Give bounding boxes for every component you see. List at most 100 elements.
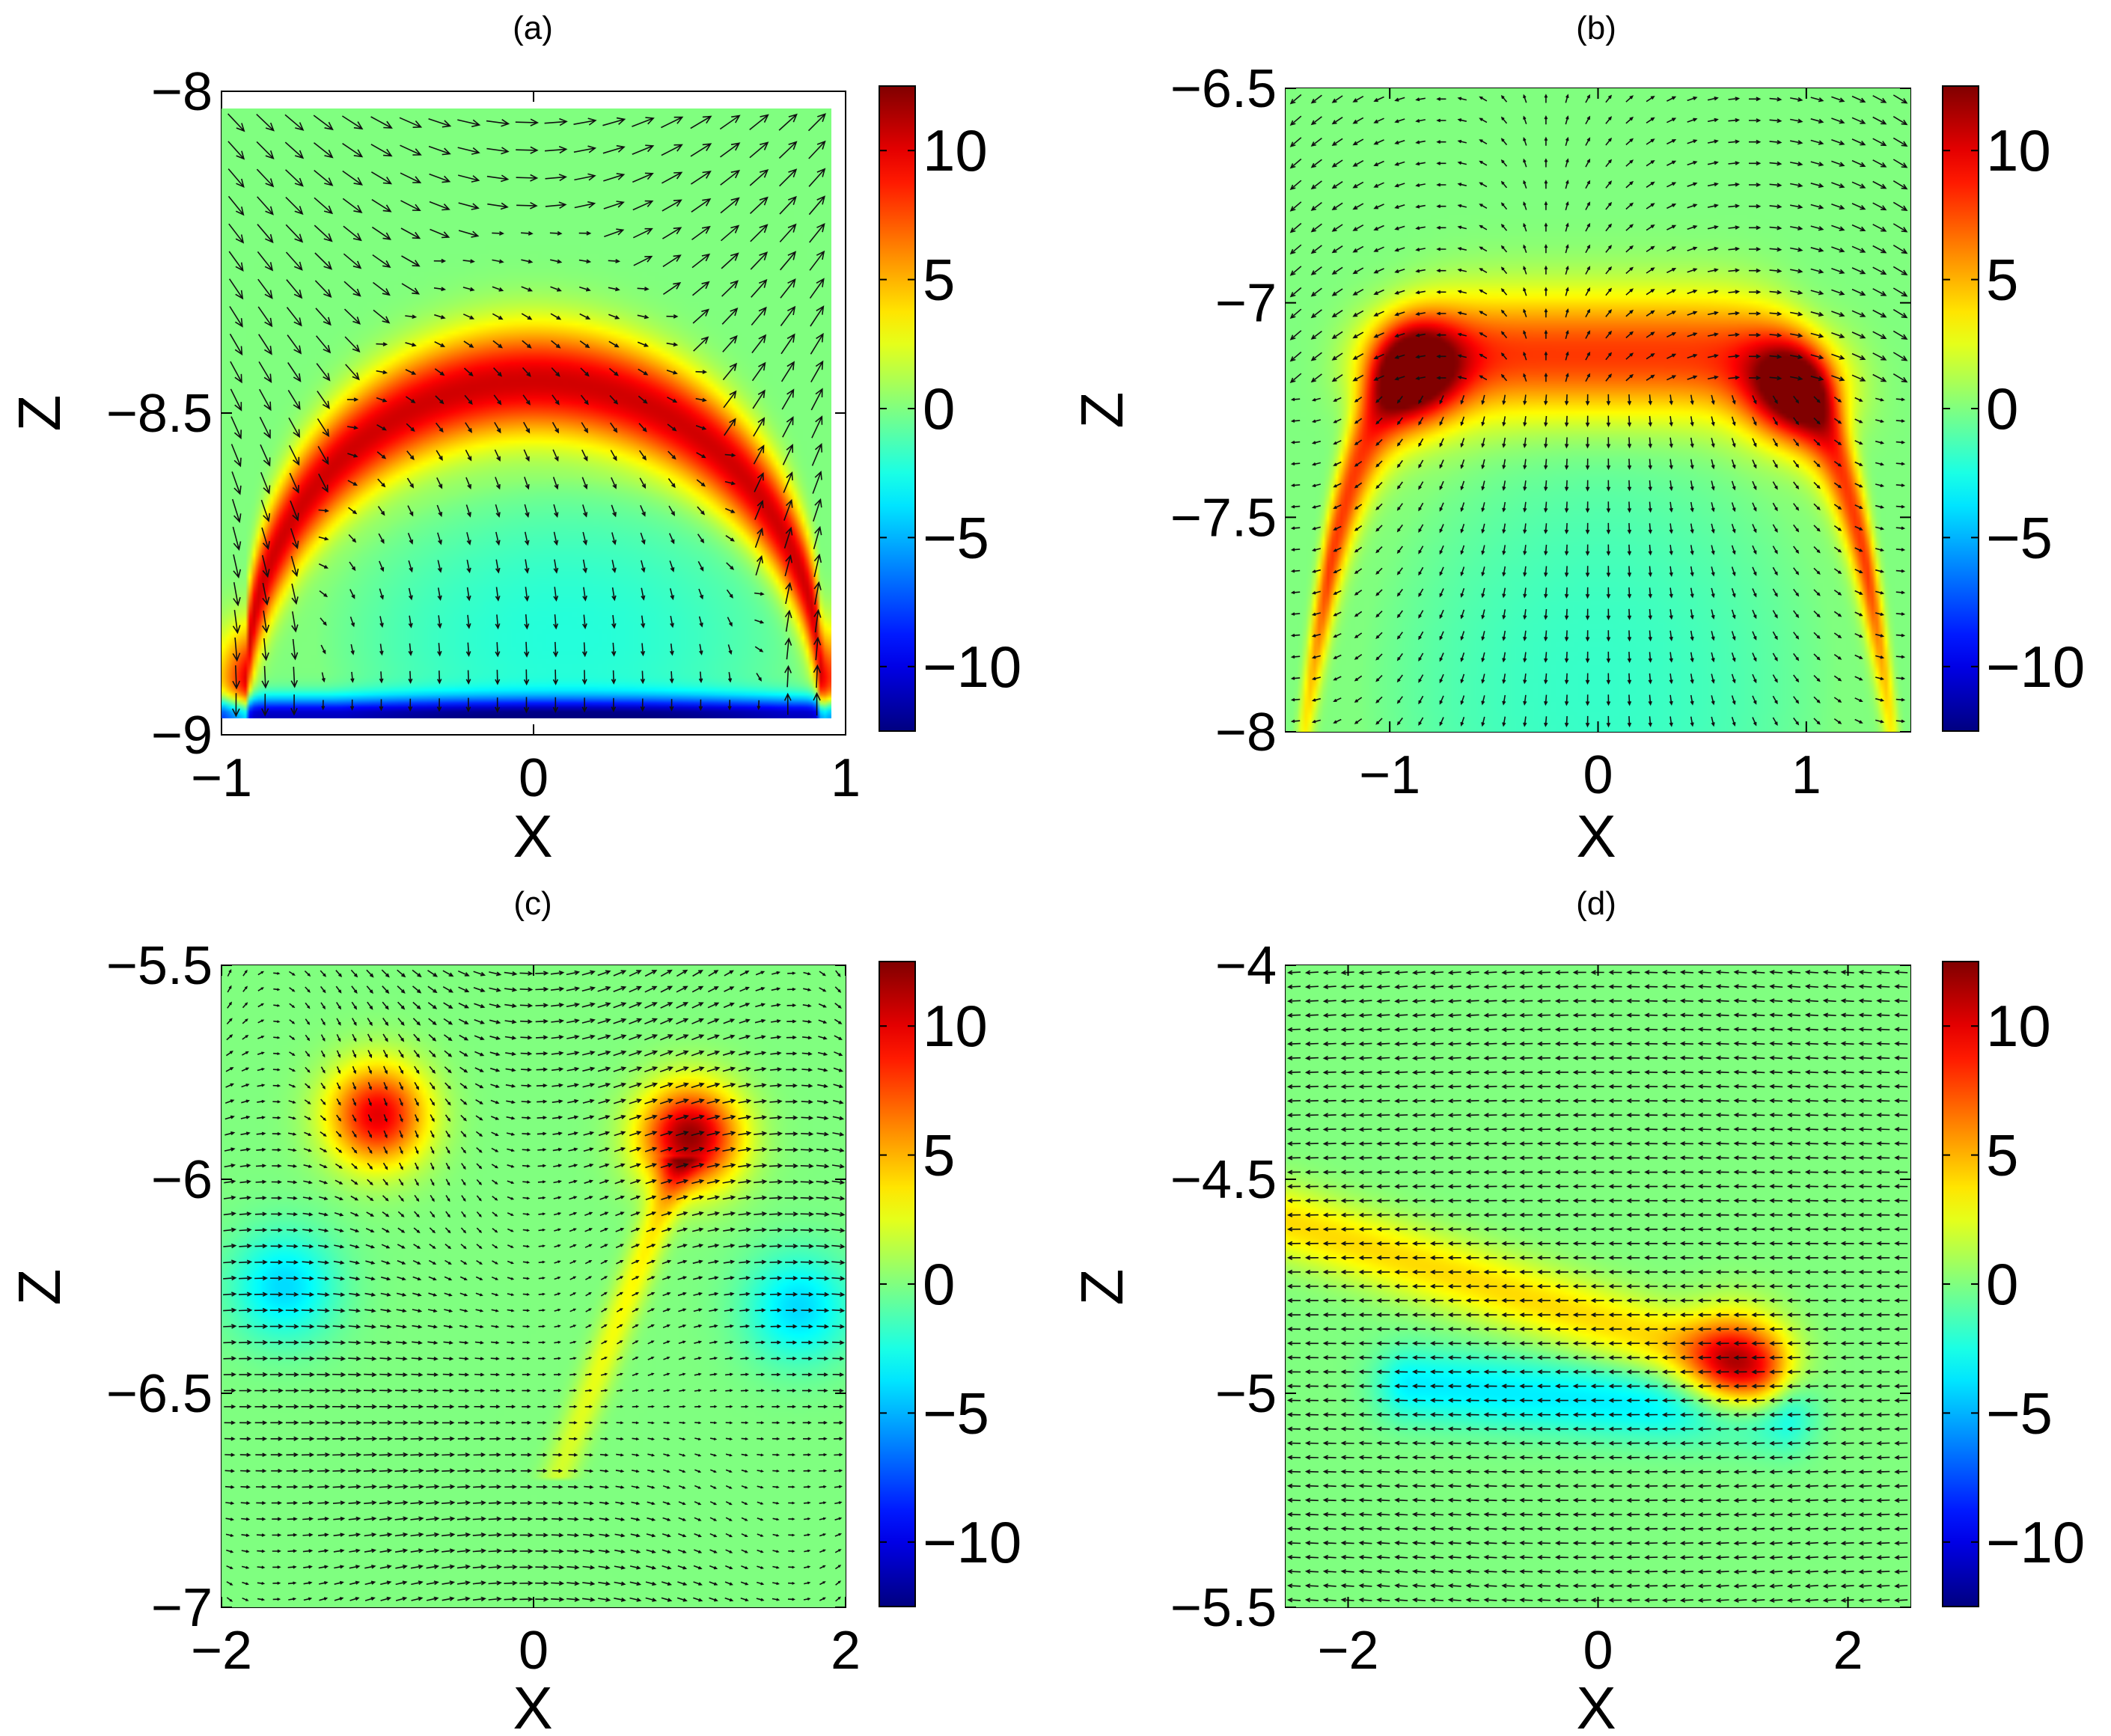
vector-arrow	[304, 1099, 311, 1104]
vector-arrow	[1840, 998, 1854, 1003]
vector-arrow	[1358, 1241, 1372, 1247]
vector-arrow	[676, 1227, 688, 1232]
vector-arrow	[1554, 1312, 1568, 1318]
vector-arrow	[614, 1179, 626, 1185]
vector-arrow	[1875, 655, 1885, 659]
vector-arrow	[430, 1179, 435, 1187]
vector-arrow	[231, 471, 242, 495]
vector-arrow	[1460, 716, 1465, 727]
vector-arrow	[1375, 460, 1383, 468]
vector-arrow	[755, 1324, 766, 1329]
vector-arrow	[288, 1116, 297, 1120]
vector-arrow	[1354, 611, 1363, 617]
vector-arrow	[1810, 332, 1824, 338]
vector-arrow	[1626, 984, 1640, 989]
vector-arrow	[1895, 548, 1906, 551]
vector-arrow	[1411, 1455, 1426, 1460]
vector-arrow	[410, 1548, 424, 1553]
vector-arrow	[1544, 243, 1548, 254]
vector-arrow	[350, 671, 355, 683]
vector-arrow	[506, 1100, 516, 1104]
vector-arrow	[1733, 1555, 1747, 1560]
vector-arrow	[1447, 1141, 1461, 1146]
vector-arrow	[522, 1324, 531, 1328]
vector-arrow	[644, 1098, 659, 1104]
vector-arrow	[1479, 117, 1488, 123]
vector-arrow	[474, 1003, 486, 1009]
vector-arrow	[783, 526, 793, 549]
vector-arrow	[662, 1259, 672, 1265]
vector-arrow	[1697, 984, 1711, 989]
vector-arrow	[1286, 1426, 1301, 1431]
x-tick-label: −2	[1317, 1621, 1378, 1681]
vector-arrow	[257, 1549, 266, 1553]
vector-arrow	[1501, 1469, 1515, 1474]
vector-arrow	[583, 1131, 595, 1136]
vector-arrow	[1752, 566, 1757, 576]
vector-arrow	[1311, 612, 1321, 617]
vector-arrow	[1751, 1269, 1765, 1275]
vector-arrow	[1697, 1269, 1711, 1275]
vector-arrow	[816, 1356, 829, 1361]
vector-arrow	[1429, 1369, 1444, 1375]
vector-arrow	[1751, 1226, 1765, 1232]
vector-arrow	[1715, 1055, 1729, 1061]
vector-arrow	[679, 1405, 686, 1408]
vector-arrow	[1876, 1283, 1890, 1289]
vector-arrow	[272, 1116, 281, 1120]
vector-arrow	[365, 1260, 376, 1265]
vector-arrow	[301, 1292, 315, 1297]
vector-arrow	[1310, 116, 1322, 126]
vector-arrow	[1661, 1212, 1676, 1217]
vector-arrow	[1813, 525, 1821, 532]
vector-arrow	[693, 336, 709, 352]
vector-arrow	[1626, 1127, 1640, 1132]
vector-arrow	[505, 1420, 516, 1425]
vector-arrow	[436, 504, 443, 518]
vector-arrow	[366, 985, 373, 994]
vector-arrow	[1627, 652, 1632, 664]
vector-arrow	[1523, 330, 1527, 339]
vector-arrow	[800, 1244, 814, 1249]
vector-arrow	[1439, 566, 1444, 576]
vector-arrow	[379, 1532, 393, 1538]
vector-arrow	[801, 1340, 813, 1345]
vector-arrow	[1565, 287, 1569, 296]
vector-arrow	[1376, 1055, 1390, 1061]
vector-arrow	[1627, 608, 1632, 620]
vector-arrow	[582, 1066, 596, 1072]
vector-arrow	[1751, 1298, 1765, 1303]
vector-arrow	[1769, 1355, 1783, 1360]
vector-arrow	[239, 1420, 252, 1425]
vector-arrow	[1286, 1170, 1301, 1175]
vector-arrow	[1590, 1283, 1604, 1289]
vector-arrow	[784, 1195, 799, 1201]
vector-arrow	[239, 1388, 252, 1393]
vector-arrow	[569, 1276, 577, 1280]
vector-arrow	[1340, 1170, 1354, 1175]
vector-arrow	[1465, 1497, 1479, 1503]
vector-arrow	[1813, 546, 1821, 554]
vector-arrow	[1396, 674, 1403, 683]
vector-arrow	[348, 1468, 362, 1473]
vector-arrow	[581, 1597, 596, 1602]
vector-arrow	[1608, 1184, 1622, 1189]
vector-arrow	[227, 141, 245, 160]
vector-arrow	[1501, 1113, 1515, 1118]
vector-arrow	[1375, 418, 1383, 425]
vector-arrow	[226, 1018, 233, 1025]
vector-arrow	[802, 1420, 812, 1425]
vector-arrow	[1822, 1283, 1836, 1289]
vector-arrow	[599, 1163, 610, 1168]
vector-arrow	[1733, 1283, 1747, 1289]
vector-arrow	[1786, 1369, 1801, 1375]
vector-arrow	[1554, 970, 1568, 975]
vector-arrow	[615, 1469, 625, 1473]
vector-arrow	[1544, 201, 1548, 210]
vector-arrow	[1572, 1469, 1586, 1475]
vector-arrow	[520, 1035, 533, 1040]
vector-arrow	[810, 360, 824, 382]
vector-arrow	[662, 254, 682, 267]
vector-arrow	[319, 1164, 328, 1169]
vector-arrow	[516, 201, 538, 210]
